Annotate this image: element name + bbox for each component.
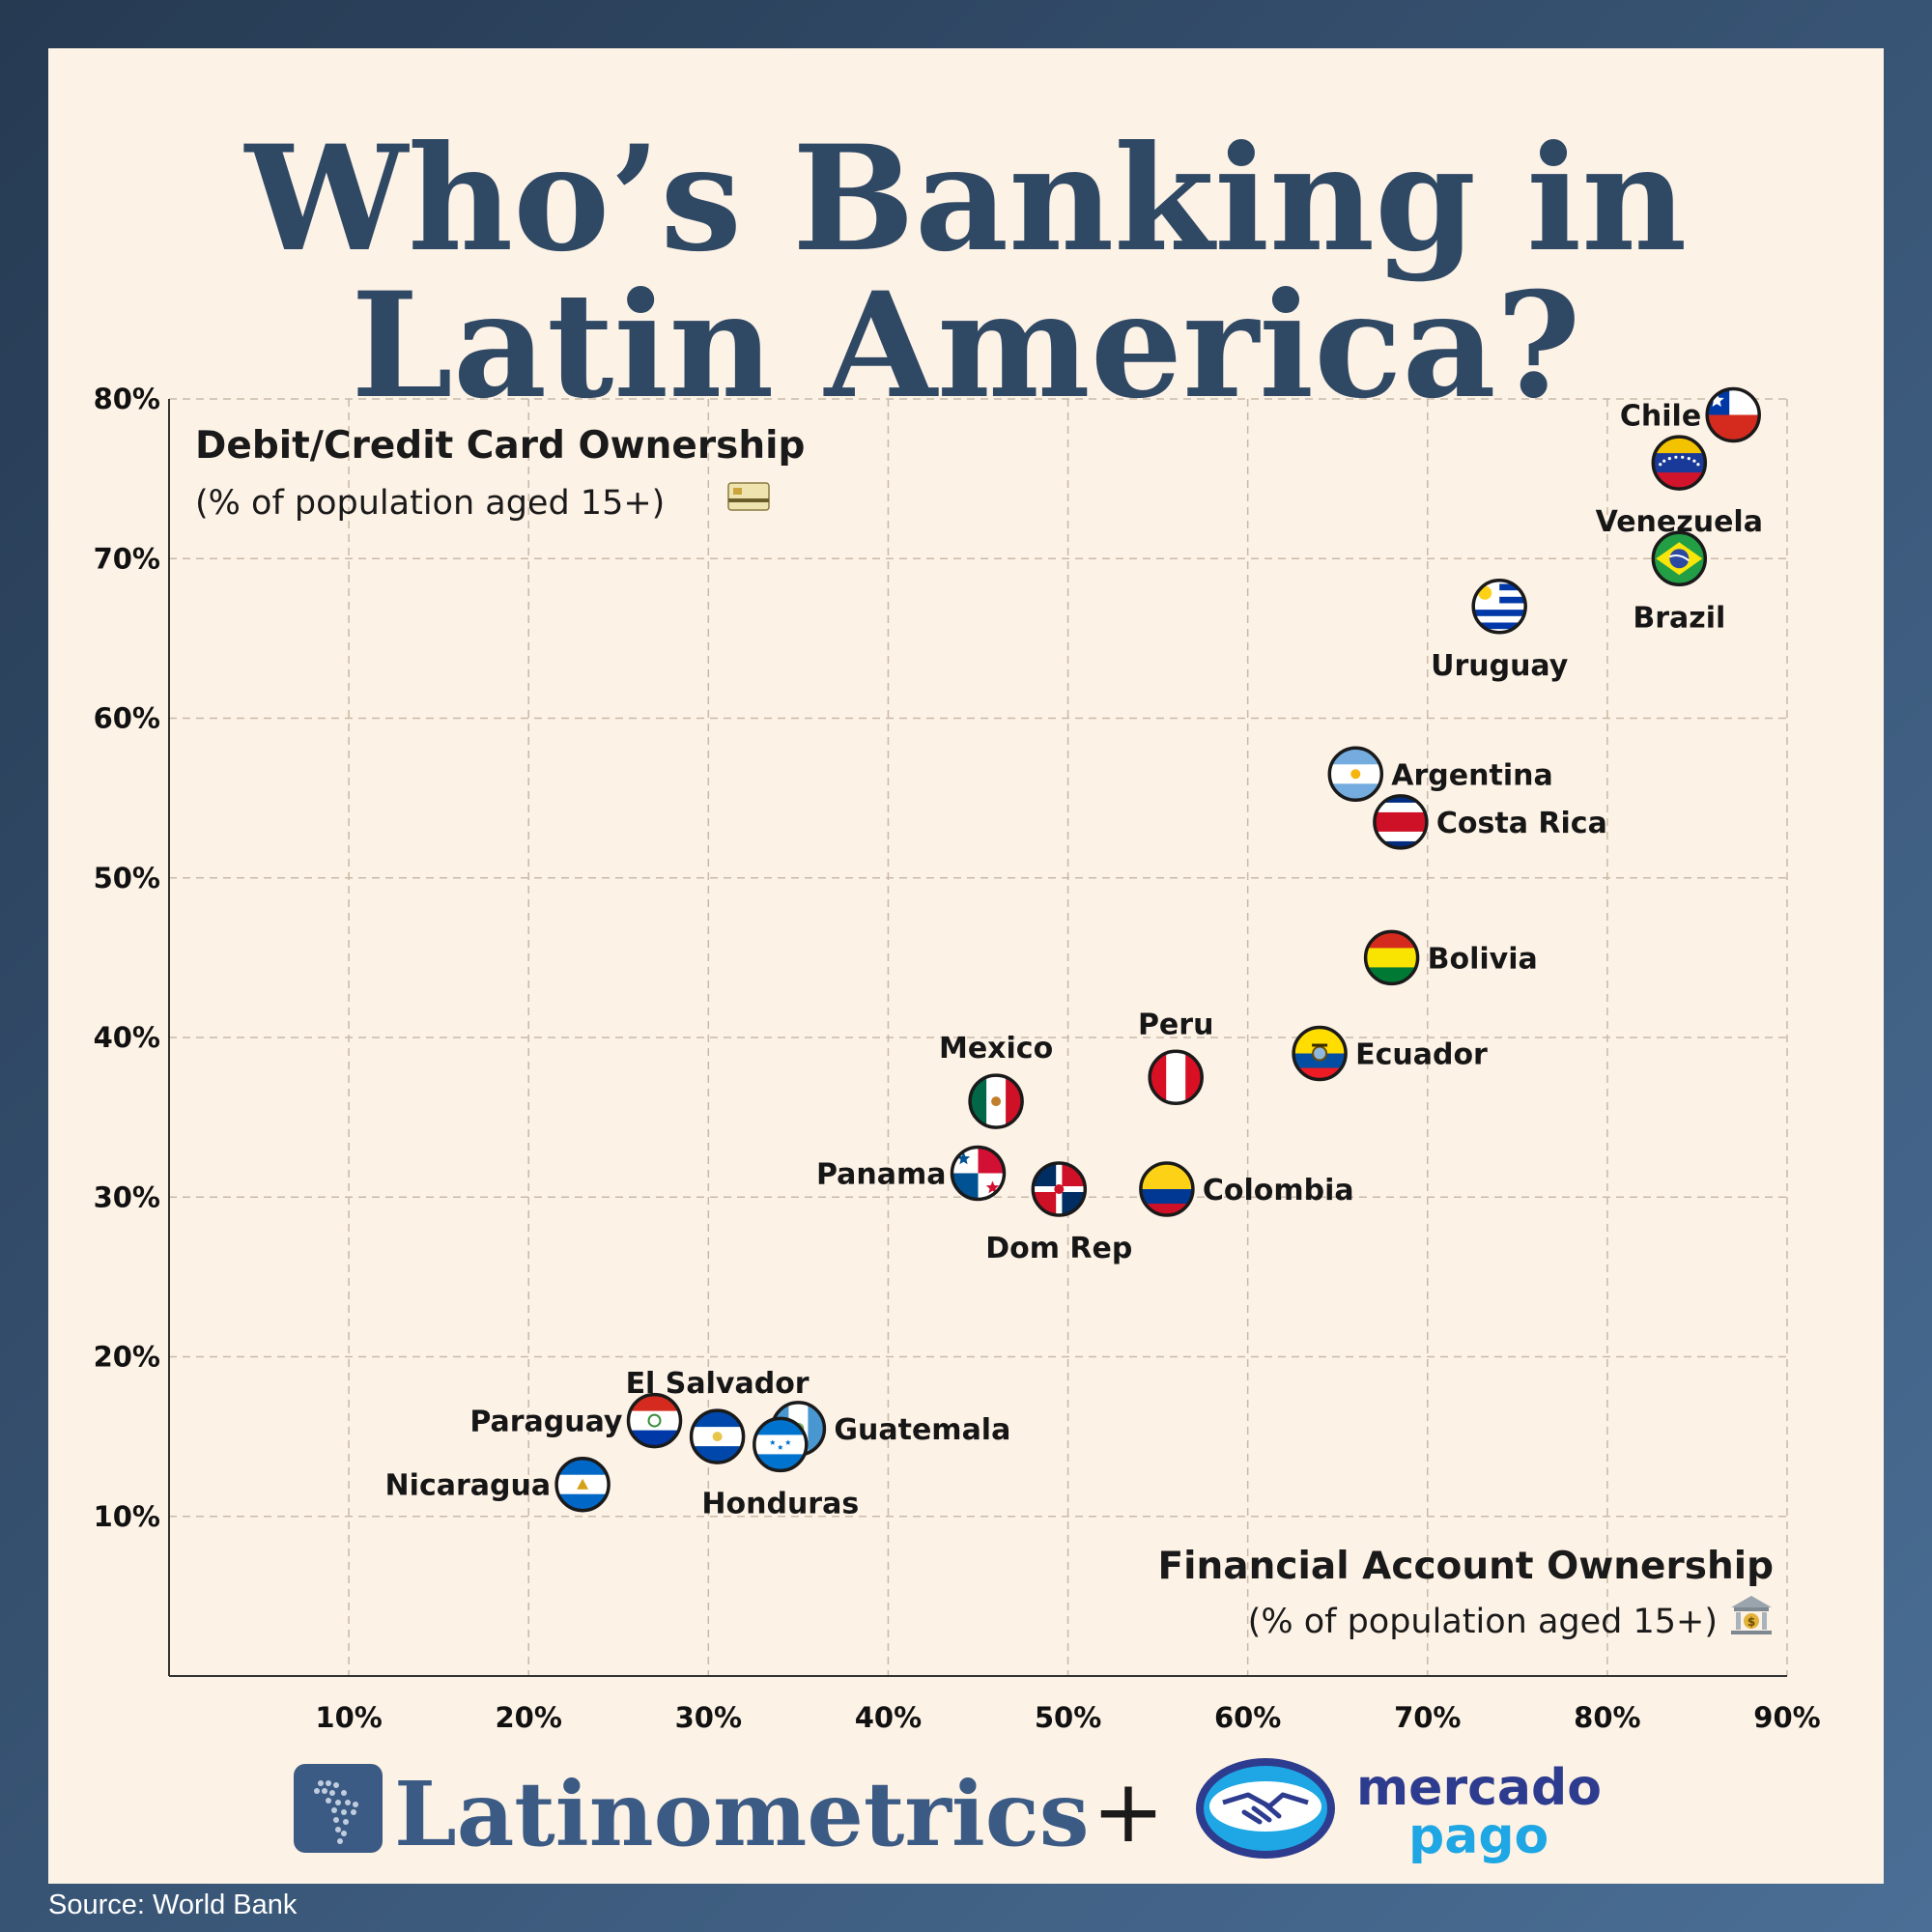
guatemala-label: Guatemala [834, 1413, 1010, 1447]
colombia-label: Colombia [1203, 1174, 1354, 1208]
mexico-label: Mexico [939, 1032, 1053, 1065]
dom-rep-label: Dom Rep [985, 1232, 1132, 1265]
venezuela-label: Venezuela [1596, 505, 1763, 539]
panama-flag-marker [950, 1145, 1007, 1202]
panama-label: Panama [816, 1158, 947, 1192]
y-tick-label: 10% [94, 1500, 160, 1533]
ecuador-label: Ecuador [1355, 1038, 1488, 1072]
x-tick-label: 60% [1214, 1701, 1281, 1734]
y-tick-label: 50% [94, 862, 160, 895]
x-tick-label: 80% [1574, 1701, 1640, 1734]
paraguay-label: Paraguay [469, 1406, 623, 1439]
uruguay-label: Uruguay [1431, 649, 1569, 683]
x-tick-label: 70% [1394, 1701, 1461, 1734]
axes [168, 399, 1787, 1677]
bolivia-flag-marker [1363, 929, 1420, 986]
y-tick-label: 30% [94, 1180, 160, 1213]
title-line-2: Latin America? [351, 261, 1581, 431]
data-points [554, 386, 1761, 1513]
y-tick-label: 80% [94, 383, 160, 415]
plus-sign: + [1092, 1761, 1164, 1862]
title-line-1: Who’s Banking in [244, 114, 1688, 284]
y-tick-label: 20% [94, 1341, 160, 1374]
uruguay-flag-marker [1471, 579, 1527, 635]
brazil-flag-marker [1651, 530, 1708, 587]
paraguay-flag-marker [626, 1392, 683, 1449]
credit-card-icon [727, 482, 770, 511]
x-axis-title: Financial Account Ownership [1158, 1545, 1774, 1588]
venezuela-flag-marker [1651, 435, 1708, 491]
mercado-wordmark: mercado [1356, 1759, 1602, 1817]
latinometrics-wordmark: Latinometrics [394, 1762, 1090, 1866]
x-tick-label: 40% [855, 1701, 922, 1734]
el-salvador-label: El Salvador [626, 1367, 810, 1401]
x-tick-label: 10% [315, 1701, 382, 1734]
peru-label: Peru [1138, 1008, 1214, 1041]
dom-rep-flag-marker [1031, 1161, 1088, 1217]
chile-label: Chile [1620, 400, 1701, 434]
argentina-label: Argentina [1391, 758, 1552, 792]
costa-rica-flag-marker [1373, 794, 1429, 850]
costa-rica-label: Costa Rica [1436, 807, 1607, 840]
y-tick-label: 70% [94, 542, 160, 575]
svg-text:$: $ [1747, 1615, 1755, 1629]
honduras-flag-marker [753, 1416, 809, 1473]
tick-labels: 10% 20% 30% 40% 50% 60% 70% 80% 90% 10% 20% 30% 40% 5… [94, 383, 1821, 1734]
nicaragua-flag-marker [554, 1456, 611, 1513]
data-labels: Chile Venezuela Brazil Uruguay Argentina Cost… [385, 400, 1763, 1521]
x-tick-label: 20% [496, 1701, 562, 1734]
x-tick-label: 50% [1035, 1701, 1101, 1734]
mercado-pago-logo [1196, 1758, 1335, 1859]
mexico-flag-marker [968, 1073, 1024, 1129]
peru-flag-marker [1148, 1049, 1204, 1106]
el-salvador-flag-marker [689, 1408, 746, 1464]
x-tick-label: 30% [675, 1701, 742, 1734]
grid [169, 398, 1788, 1676]
pago-wordmark: pago [1408, 1807, 1548, 1865]
y-tick-label: 40% [94, 1021, 160, 1054]
y-tick-label: 60% [94, 702, 160, 735]
chile-flag-marker [1705, 386, 1761, 443]
colombia-flag-marker [1139, 1161, 1195, 1217]
argentina-flag-marker [1327, 746, 1384, 803]
x-axis-subtitle: (% of population aged 15+) [1248, 1603, 1718, 1641]
chart-panel: Who’s Banking in Latin America? [48, 48, 1884, 1884]
bank-icon: $ [1731, 1596, 1772, 1634]
y-axis-subtitle: (% of population aged 15+) [195, 484, 665, 523]
honduras-label: Honduras [701, 1487, 859, 1520]
source-note: Source: World Bank [48, 1889, 298, 1920]
brazil-label: Brazil [1633, 601, 1725, 635]
latinometrics-logo [294, 1764, 383, 1853]
ecuador-flag-marker [1292, 1025, 1348, 1082]
nicaragua-label: Nicaragua [385, 1469, 552, 1503]
bolivia-label: Bolivia [1428, 942, 1538, 976]
y-axis-title: Debit/Credit Card Ownership [195, 424, 805, 468]
page-title: Who’s Banking in Latin America? [48, 126, 1884, 419]
x-tick-label: 90% [1753, 1701, 1820, 1734]
